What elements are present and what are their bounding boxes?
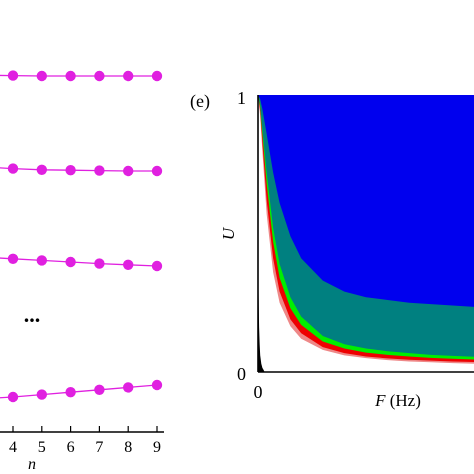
region-fills [258,95,474,372]
left-x-tick-label: 8 [124,439,132,456]
region-teal [258,95,474,372]
left-series-point [36,255,47,266]
left-x-tick-label: 6 [67,439,75,456]
left-series-point [65,387,76,398]
left-series-point [94,165,105,176]
left-series-point [7,70,19,81]
region-panel: (e) 1 0 0 U F (Hz) [190,88,474,410]
x-axis-label-unit: (Hz) [385,391,420,410]
x-axis-label: F (Hz) [374,391,421,410]
left-series-point [151,260,163,272]
y-axis-label: U [219,226,238,240]
left-series-point [123,259,134,270]
left-series-point [94,384,105,395]
left-series-point [123,382,134,393]
left-series-point [7,391,19,403]
left-series-point [123,70,134,82]
left-series-point [36,164,47,175]
left-series-point [151,165,163,177]
y-tick-label-1: 1 [237,88,246,108]
panel-label: (e) [190,91,210,112]
region-axes [257,95,474,373]
left-line-panel: ... 4 5 6 7 8 9 n [0,70,164,473]
left-series-point [65,70,76,82]
left-series-line [0,384,158,399]
left-x-tick-label: 4 [9,439,17,456]
left-series-point [65,256,76,268]
left-series-point [7,253,19,264]
left-series-point [151,379,163,391]
left-x-tick-label: 7 [95,439,103,456]
left-x-tick-label: 5 [38,439,46,456]
left-series-line [0,74,157,77]
region-white [258,95,474,372]
left-series-line [0,167,157,172]
left-ellipsis: ... [24,302,41,327]
left-series-point [7,163,19,174]
left-x-tick-label: 9 [153,439,161,456]
left-series-line [0,257,158,267]
y-tick-label-0: 0 [237,364,246,384]
left-series-lines [0,74,158,399]
left-series-point [65,165,76,176]
x-tick-label-0: 0 [254,382,263,402]
left-series-point [36,70,47,82]
left-series-point [123,165,134,177]
left-x-axis-label: n [28,456,36,473]
left-series-point [94,258,105,269]
x-axis-label-var: F [374,391,386,410]
left-x-ticks: 4 5 6 7 8 9 [9,426,161,456]
left-series-point [94,70,105,82]
left-series-point [151,70,163,82]
left-series-point [36,389,47,400]
left-series-markers [7,70,163,403]
